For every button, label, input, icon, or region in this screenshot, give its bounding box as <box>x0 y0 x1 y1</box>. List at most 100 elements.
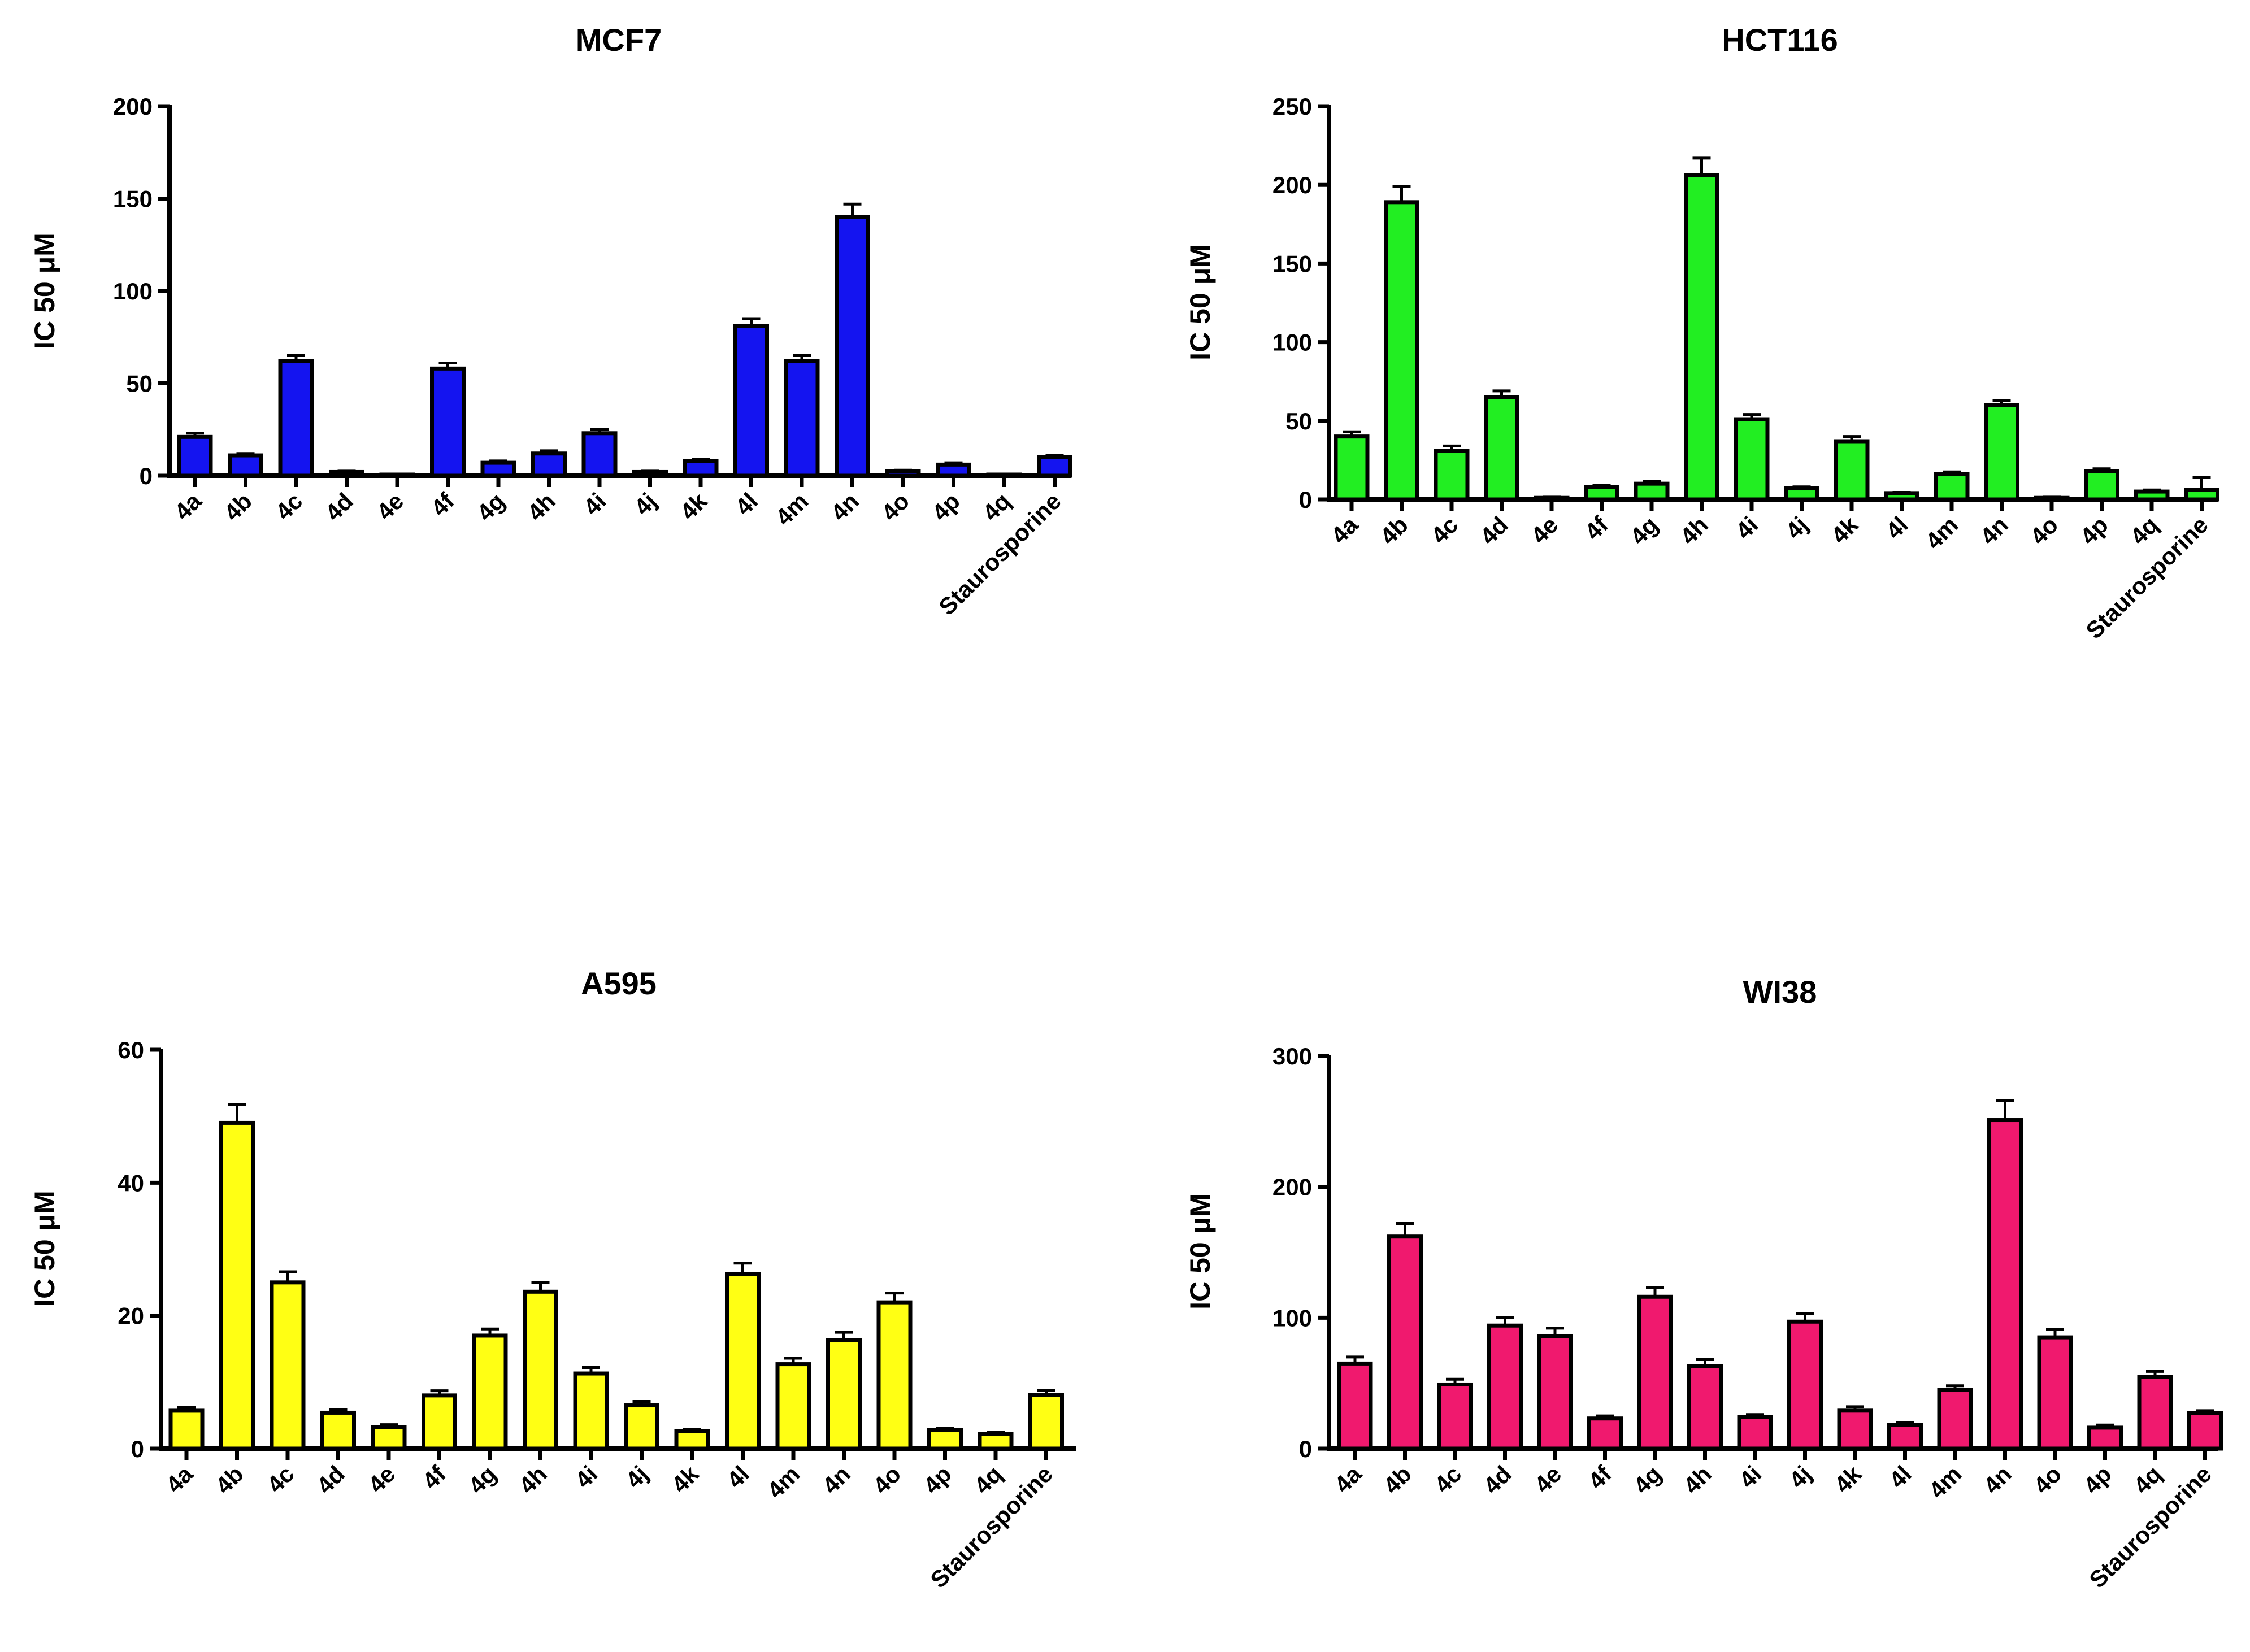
x-tick-label: 4e <box>1529 1460 1566 1498</box>
chart-a595: A595 IC 50 μM 0 20 40 60 4a 4b 4c 4d 4e 4f 4g 4h 4i 4j 4… <box>29 966 1076 1593</box>
x-tick-label: 4m <box>1920 511 1963 554</box>
y-tick-label: 50 <box>126 371 153 397</box>
y-tick-label: 100 <box>1272 1305 1312 1331</box>
y-tick-label: 60 <box>118 1037 144 1063</box>
bar-4l <box>1887 1423 1923 1451</box>
bar-4c <box>278 359 314 478</box>
x-tick-label: 4p <box>2075 511 2113 550</box>
bar-4j <box>624 1403 659 1451</box>
x-tick-label: 4g <box>1624 511 1663 550</box>
bar-4o <box>876 1300 913 1451</box>
x-tick-label: 4q <box>2125 511 2163 550</box>
bar-4o <box>2037 1335 2073 1451</box>
chart-title: WI38 <box>1743 974 1817 1010</box>
bar-4i <box>581 431 618 478</box>
x-tick-label: 4k <box>1826 511 1864 549</box>
bar-4j <box>632 469 668 478</box>
chart-title: HCT116 <box>1722 22 1838 58</box>
x-tick-label: 4n <box>826 488 864 526</box>
y-axis-label: IC 50 μM <box>1184 244 1216 360</box>
bar-4k <box>683 459 719 478</box>
x-tick-label: 4b <box>1375 511 1413 550</box>
y-tick-label: 150 <box>1272 250 1312 277</box>
x-tick-label: 4f <box>1583 1460 1617 1494</box>
bar-4b <box>219 1120 255 1451</box>
x-tick-label: 4k <box>666 1460 704 1498</box>
bar-4j <box>1787 1319 1823 1451</box>
bar-4m <box>775 1362 811 1451</box>
x-tick-label: 4p <box>2078 1460 2117 1499</box>
x-tick-label: 4h <box>1675 511 1713 550</box>
x-tick-label: 4p <box>918 1460 957 1499</box>
y-tick-label: 0 <box>1299 1436 1312 1462</box>
x-tick-label: 4c <box>262 1460 299 1498</box>
chart-hct116: HCT116 IC 50 μM 0 50 100 150 200 250 4a 4b 4c 4d 4e 4… <box>1184 22 2219 644</box>
y-tick-label: 200 <box>1272 172 1312 198</box>
x-tick-label: 4n <box>817 1460 855 1499</box>
y-tick-label: 300 <box>1272 1043 1312 1070</box>
y-axis-label: IC 50 μM <box>29 233 60 349</box>
y-tick-label: 100 <box>113 278 153 305</box>
bar-4a <box>1337 1361 1373 1451</box>
bar-4b <box>1384 200 1419 502</box>
x-tick-label: 4d <box>320 488 358 526</box>
bar-4b <box>1387 1234 1423 1451</box>
bar-4g <box>1637 1294 1673 1451</box>
bar-4q <box>2137 1375 2173 1451</box>
bar-4a <box>168 1408 205 1451</box>
x-tick-label: 4l <box>1884 1460 1917 1493</box>
x-tick-label: 4l <box>730 488 763 520</box>
bar-4f <box>1587 1416 1623 1451</box>
chart-mcf7: MCF7 IC 50 μM 0 50 100 150 200 4a 4b 4c 4d 4e 4f 4g 4h… <box>29 22 1072 620</box>
bar-4h <box>1684 173 1719 502</box>
x-tick-label: 4o <box>876 488 914 526</box>
bar-4p <box>936 462 971 478</box>
bar-4c <box>1437 1382 1473 1451</box>
bar-4l <box>733 324 769 478</box>
x-tick-label: 4d <box>1478 1460 1517 1499</box>
x-tick-label: 4f <box>1579 511 1613 545</box>
bar-4h <box>1687 1364 1723 1451</box>
x-tick-label: 4e <box>363 1460 400 1498</box>
chart-title: A595 <box>581 966 657 1001</box>
bar-4n <box>826 1338 862 1451</box>
bar-4i <box>1737 1415 1773 1451</box>
bar-4n <box>1987 1118 2023 1451</box>
y-tick-label: 0 <box>1299 486 1312 513</box>
x-tick-label: 4n <box>1975 511 2013 550</box>
bar-4c <box>270 1280 306 1451</box>
bar-4d <box>1484 395 1519 502</box>
chart-wi38: WI38 IC 50 μM 0 100 200 300 4a 4b 4c 4d 4e 4f 4g 4h 4i… <box>1184 974 2223 1593</box>
bar-4e <box>379 472 415 478</box>
x-tick-label: 4d <box>311 1460 350 1499</box>
x-tick-label: 4f <box>425 487 459 521</box>
x-tick-label: 4l <box>722 1460 754 1493</box>
x-tick-label: 4n <box>1978 1460 2017 1499</box>
x-tick-label: 4g <box>1628 1460 1666 1499</box>
x-tick-label: 4q <box>968 1460 1007 1499</box>
bar-staurosporine <box>2184 488 2219 502</box>
bar-4p <box>2084 469 2119 502</box>
x-tick-label: 4g <box>463 1460 501 1499</box>
x-tick-label: 4b <box>219 488 257 526</box>
bar-4m <box>1937 1388 1973 1451</box>
bar-4q <box>986 472 1022 478</box>
bar-4p <box>2087 1425 2123 1451</box>
x-tick-label: 4a <box>160 1460 198 1498</box>
x-tick-label: 4h <box>514 1460 552 1499</box>
bar-staurosporine <box>1028 1393 1064 1451</box>
chart-title: MCF7 <box>576 22 662 58</box>
y-tick-label: 20 <box>118 1303 144 1329</box>
x-tick-label: 4g <box>471 488 510 526</box>
x-tick-label: 4i <box>578 488 611 520</box>
x-tick-label: 4b <box>210 1460 249 1499</box>
y-axis-label: IC 50 μM <box>29 1190 60 1307</box>
bar-4c <box>1434 449 1470 502</box>
bar-4f <box>422 1393 457 1451</box>
x-tick-label: 4b <box>1378 1460 1417 1499</box>
y-tick-label: 200 <box>1272 1174 1312 1201</box>
y-tick-label: 150 <box>113 186 153 212</box>
bar-4e <box>1537 1334 1573 1451</box>
y-tick-label: 40 <box>118 1170 144 1196</box>
